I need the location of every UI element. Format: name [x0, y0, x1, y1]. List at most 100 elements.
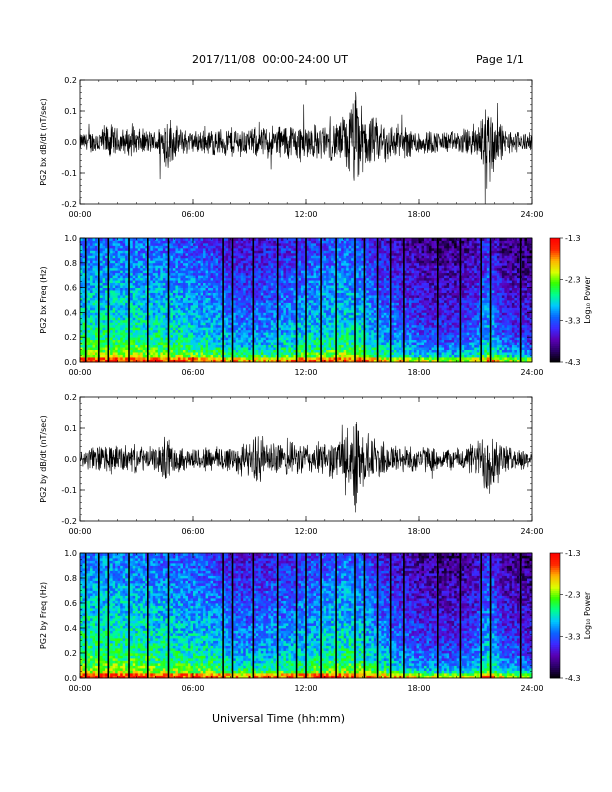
- y-tick-label: 0.2: [64, 649, 77, 658]
- data-gap-line: [459, 238, 462, 362]
- data-gap-line: [403, 553, 405, 678]
- y-tick-label: 0.4: [64, 624, 77, 633]
- x-tick-label: 24:00: [520, 368, 543, 377]
- y-tick-label: 0.2: [64, 333, 77, 342]
- colorbar-tick-label: -2.3: [565, 275, 581, 284]
- dbdt-series-line: [79, 91, 533, 205]
- data-gap-line: [403, 238, 405, 362]
- y-tick-label: 0.8: [64, 574, 77, 583]
- x-tick-label: 06:00: [181, 210, 204, 219]
- y-tick-label: 0.8: [64, 259, 77, 268]
- data-gap-line: [519, 553, 522, 678]
- panel-1: -0.2 -0.1 0.0 0.1 0.2 00:00 06:00 12:00 18:00 24:…: [39, 76, 544, 219]
- x-tick-label: 00:00: [68, 368, 91, 377]
- y-tick-label: 0.1: [64, 424, 77, 433]
- data-gap-line: [276, 238, 279, 362]
- data-gap-line: [252, 553, 255, 678]
- data-gap-line: [147, 238, 149, 362]
- data-gap-line: [84, 553, 87, 678]
- data-gap-line: [376, 238, 379, 362]
- x-tick-label: 18:00: [407, 527, 430, 536]
- y-tick-label: 0.2: [64, 76, 77, 85]
- colorbar-tick-label: -3.3: [565, 317, 581, 326]
- data-gap-line: [295, 553, 298, 678]
- data-gap-line: [305, 553, 307, 678]
- data-gap-line: [167, 553, 170, 678]
- colorbar: -1.3 -2.3 -3.3 -4.3 Log₁₀ Power: [549, 549, 592, 683]
- data-gap-line: [320, 238, 322, 362]
- y-tick-label: -0.1: [61, 486, 77, 495]
- data-gap-line: [305, 238, 307, 362]
- data-gap-line: [222, 238, 224, 362]
- colorbar-label: Log₁₀ Power: [583, 591, 592, 639]
- data-gap-line: [480, 238, 482, 362]
- y-tick-label: 1.0: [64, 234, 77, 243]
- data-gap-line: [519, 238, 522, 362]
- colorbar-tick-label: -4.3: [565, 358, 581, 367]
- x-tick-label: 06:00: [181, 684, 204, 693]
- data-gap-line: [354, 553, 356, 678]
- panel-4: -1.3 -2.3 -3.3 -4.3 Log₁₀ Power 0.0 0.2 0.4 0.6 0…: [39, 549, 592, 693]
- colorbar-tick-label: -4.3: [565, 674, 581, 683]
- x-tick-label: 00:00: [68, 527, 91, 536]
- y-tick-label: -0.2: [61, 200, 77, 209]
- data-gap-line: [128, 553, 130, 678]
- data-gap-line: [389, 553, 392, 678]
- y-tick-label: 0.0: [64, 674, 77, 683]
- x-tick-label: 12:00: [294, 368, 317, 377]
- x-tick-label: 06:00: [181, 368, 204, 377]
- y-tick-label: 0.1: [64, 107, 77, 116]
- x-tick-label: 06:00: [181, 527, 204, 536]
- y-tick-label: -0.1: [61, 169, 77, 178]
- y-tick-label: 0.6: [64, 599, 77, 608]
- panel-3: -0.2 -0.1 0.0 0.1 0.2 00:00 06:00 12:00 18:00 24:…: [39, 393, 544, 536]
- data-gap-line: [363, 238, 366, 362]
- data-gap-line: [128, 238, 130, 362]
- y-tick-label: 1.0: [64, 549, 77, 558]
- data-gap-line: [84, 238, 87, 362]
- x-tick-label: 18:00: [407, 210, 430, 219]
- data-gap-line: [437, 553, 439, 678]
- colorbar-label: Log₁₀ Power: [583, 276, 592, 324]
- x-tick-label: 18:00: [407, 684, 430, 693]
- x-axis-title: Universal Time (hh:mm): [212, 712, 345, 725]
- data-gap-line: [489, 238, 492, 362]
- y-tick-label: 0.6: [64, 284, 77, 293]
- colorbar-tick-label: -2.3: [565, 591, 581, 600]
- data-gap-line: [147, 553, 149, 678]
- y-tick-label: 0.0: [64, 138, 77, 147]
- y-tick-label: 0.2: [64, 393, 77, 402]
- y-axis-label: PG2 by Freq (Hz): [39, 582, 48, 649]
- data-gap-line: [107, 553, 110, 678]
- page-title: 2017/11/08 00:00-24:00 UT: [192, 53, 349, 66]
- y-tick-label: 0.0: [64, 455, 77, 464]
- data-gap-line: [459, 553, 462, 678]
- data-gap-line: [363, 553, 366, 678]
- data-gap-line: [231, 553, 234, 678]
- data-gap-line: [276, 553, 279, 678]
- y-tick-label: -0.2: [61, 517, 77, 526]
- data-gap-line: [231, 238, 234, 362]
- data-gap-line: [222, 553, 224, 678]
- x-tick-label: 24:00: [520, 684, 543, 693]
- data-gap-line: [489, 553, 492, 678]
- x-tick-label: 24:00: [520, 210, 543, 219]
- page-number: Page 1/1: [476, 53, 524, 66]
- panel-2: -1.3 -2.3 -3.3 -4.3 Log₁₀ Power 0.0 0.2 0.4 0.6 0…: [39, 234, 592, 377]
- x-tick-label: 00:00: [68, 684, 91, 693]
- dbdt-series-line: [79, 421, 533, 513]
- data-gap-line: [320, 553, 322, 678]
- y-tick-label: 0.4: [64, 308, 77, 317]
- data-gap-line: [389, 238, 392, 362]
- data-gap-line: [335, 238, 337, 362]
- data-gap-line: [167, 238, 170, 362]
- colorbar: -1.3 -2.3 -3.3 -4.3 Log₁₀ Power: [549, 234, 592, 367]
- y-axis-label: PG2 by dB/dt (nT/sec): [39, 415, 48, 502]
- colorbar-tick-label: -1.3: [565, 234, 581, 243]
- colorbar-tick-label: -1.3: [565, 549, 581, 558]
- data-gap-line: [295, 238, 298, 362]
- data-gap-line: [98, 238, 100, 362]
- data-gap-line: [107, 238, 110, 362]
- data-gap-line: [98, 553, 100, 678]
